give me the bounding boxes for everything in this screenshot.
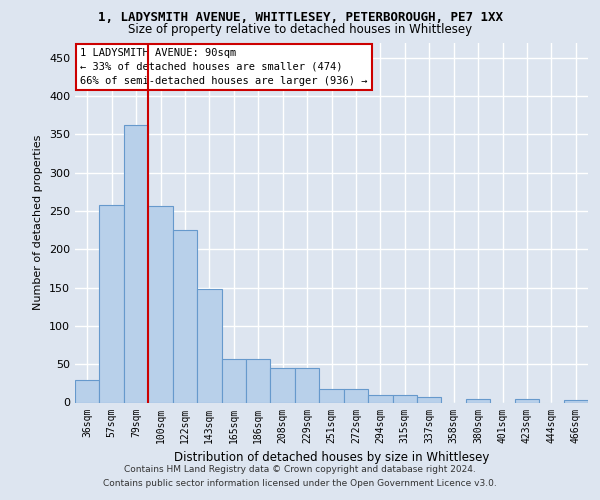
Bar bbox=[75, 380, 100, 402]
Text: Contains public sector information licensed under the Open Government Licence v3: Contains public sector information licen… bbox=[103, 478, 497, 488]
Text: Contains HM Land Registry data © Crown copyright and database right 2024.: Contains HM Land Registry data © Crown c… bbox=[124, 465, 476, 474]
Bar bbox=[124, 125, 148, 402]
Bar bbox=[295, 368, 319, 402]
Bar bbox=[417, 397, 442, 402]
Bar bbox=[221, 359, 246, 403]
Bar bbox=[368, 395, 392, 402]
Bar bbox=[319, 388, 344, 402]
Bar bbox=[563, 400, 588, 402]
Bar bbox=[148, 206, 173, 402]
Bar bbox=[271, 368, 295, 402]
Bar bbox=[197, 289, 221, 403]
Bar bbox=[344, 388, 368, 402]
Bar bbox=[246, 359, 271, 403]
Text: Size of property relative to detached houses in Whittlesey: Size of property relative to detached ho… bbox=[128, 22, 472, 36]
Bar bbox=[173, 230, 197, 402]
Bar bbox=[515, 400, 539, 402]
Text: 1 LADYSMITH AVENUE: 90sqm
← 33% of detached houses are smaller (474)
66% of semi: 1 LADYSMITH AVENUE: 90sqm ← 33% of detac… bbox=[80, 48, 368, 86]
Bar bbox=[100, 205, 124, 402]
Text: 1, LADYSMITH AVENUE, WHITTLESEY, PETERBOROUGH, PE7 1XX: 1, LADYSMITH AVENUE, WHITTLESEY, PETERBO… bbox=[97, 11, 503, 24]
Bar bbox=[466, 398, 490, 402]
X-axis label: Distribution of detached houses by size in Whittlesey: Distribution of detached houses by size … bbox=[174, 451, 489, 464]
Bar bbox=[392, 395, 417, 402]
Y-axis label: Number of detached properties: Number of detached properties bbox=[34, 135, 43, 310]
